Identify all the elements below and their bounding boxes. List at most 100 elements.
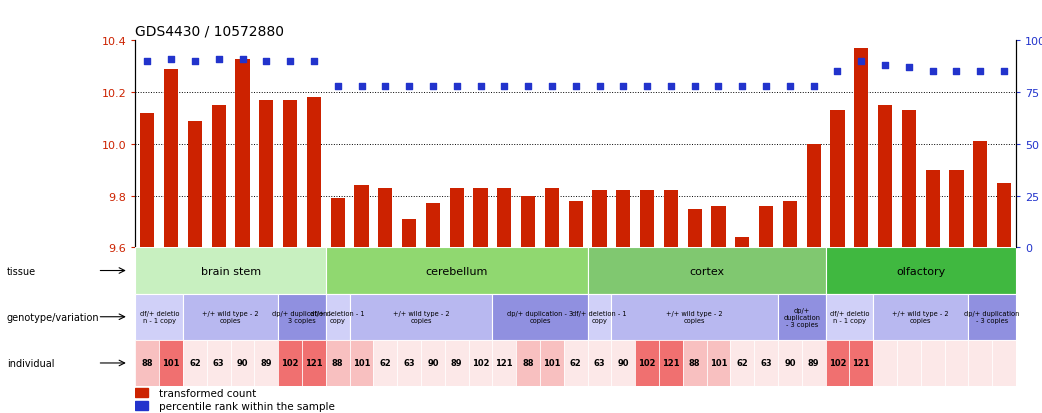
Text: 121: 121 [662,358,679,368]
Text: dp/+
duplication
- 3 copies: dp/+ duplication - 3 copies [784,307,820,327]
Bar [135,401,149,410]
Bar [230,340,254,386]
Text: +/+ wild type - 2
copies: +/+ wild type - 2 copies [202,311,259,323]
Bar [973,142,988,248]
Bar [807,145,821,248]
Point [711,83,727,90]
Text: percentile rank within the sample: percentile rank within the sample [158,401,334,411]
Text: 101: 101 [543,358,561,368]
Bar [588,248,825,294]
Text: 102: 102 [828,358,846,368]
Bar [664,191,678,248]
Bar [350,294,493,340]
Text: df/+ deletion - 1
copy: df/+ deletion - 1 copy [311,311,365,323]
Bar [640,191,654,248]
Bar [278,340,302,386]
Point [401,83,418,90]
Bar [949,170,964,248]
Text: 62: 62 [379,358,391,368]
Bar [135,294,183,340]
Bar [135,340,159,386]
Bar [944,340,968,386]
Bar [426,204,440,248]
Bar [592,191,606,248]
Point [591,83,607,90]
Bar [968,340,992,386]
Point [544,83,561,90]
Bar [873,294,968,340]
Point [876,63,893,69]
Bar [330,199,345,248]
Bar [188,121,202,248]
Bar [350,340,373,386]
Bar [235,59,250,248]
Bar [183,340,207,386]
Point [187,59,203,65]
Bar [706,340,730,386]
Point [734,83,750,90]
Bar [659,340,683,386]
Bar [516,340,540,386]
Bar [997,183,1011,248]
Text: +/+ wild type - 2
copies: +/+ wild type - 2 copies [667,311,723,323]
Bar [378,188,393,248]
Bar [402,219,416,248]
Text: 63: 63 [761,358,772,368]
Bar [326,248,588,294]
Bar [135,388,149,397]
Bar [207,340,230,386]
Bar [421,340,445,386]
Point [424,83,441,90]
Bar [612,340,636,386]
Point [472,83,489,90]
Point [163,57,179,63]
Bar [783,202,797,248]
Text: 88: 88 [522,358,534,368]
Bar [135,248,326,294]
Point [281,59,298,65]
Text: 102: 102 [472,358,490,368]
Text: +/+ wild type - 2
copies: +/+ wild type - 2 copies [892,311,949,323]
Text: df/+ deletio
n - 1 copy: df/+ deletio n - 1 copy [140,311,179,323]
Text: 90: 90 [618,358,629,368]
Point [305,59,322,65]
Bar [141,114,154,248]
Bar [159,340,183,386]
Text: df/+ deletio
n - 1 copy: df/+ deletio n - 1 copy [829,311,869,323]
Bar [521,196,536,248]
Point [829,69,846,76]
Point [805,83,822,90]
Bar [326,294,350,340]
Bar [730,340,754,386]
Text: cerebellum: cerebellum [425,266,488,276]
Bar [754,340,778,386]
Point [948,69,965,76]
Text: individual: individual [7,358,54,368]
Bar [830,111,845,248]
Text: 90: 90 [785,358,796,368]
Point [900,65,917,71]
Text: 90: 90 [237,358,248,368]
Bar [469,340,493,386]
Point [377,83,394,90]
Text: 121: 121 [305,358,323,368]
Text: 88: 88 [142,358,153,368]
Text: 90: 90 [427,358,439,368]
Bar [493,294,588,340]
Text: 102: 102 [639,358,655,368]
Text: 89: 89 [260,358,272,368]
Bar [164,70,178,248]
Text: 101: 101 [163,358,180,368]
Text: 121: 121 [496,358,513,368]
Text: tissue: tissue [7,266,35,276]
Bar [397,340,421,386]
Point [972,69,989,76]
Text: genotype/variation: genotype/variation [7,312,99,322]
Bar [825,248,1016,294]
Bar [473,188,488,248]
Bar [825,294,873,340]
Bar [278,294,326,340]
Point [687,83,703,90]
Bar [901,111,916,248]
Bar [616,191,630,248]
